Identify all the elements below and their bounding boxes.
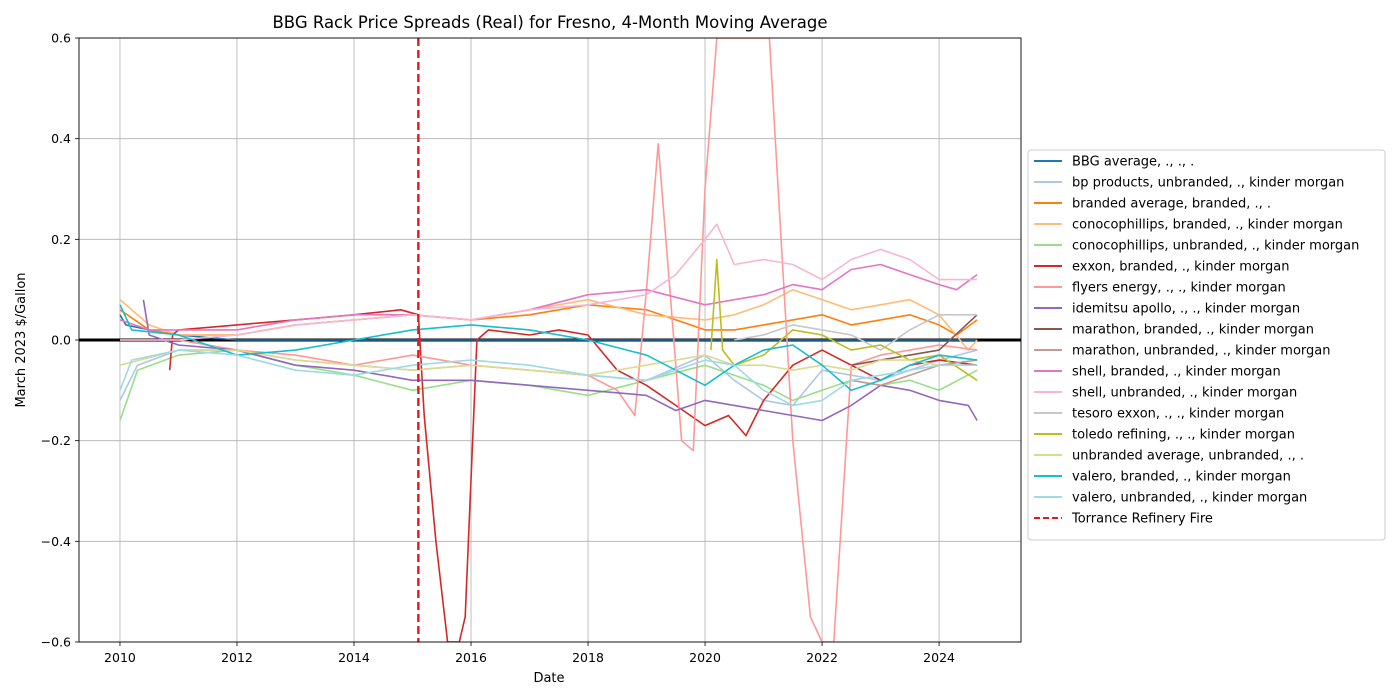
x-tick-label-1: 2012 [221,650,253,665]
x-tick-label-7: 2024 [923,650,955,665]
y-tick-label-5: 0.4 [51,131,71,146]
legend-label-10: shell, branded, ., kinder morgan [1072,365,1281,380]
legend-label-1: bp products, unbranded, ., kinder morgan [1072,176,1344,191]
x-tick-label-2: 2014 [338,650,370,665]
chart-title: BBG Rack Price Spreads (Real) for Fresno… [272,13,827,32]
series-line-7 [142,299,978,422]
series-line-6 [120,38,978,642]
x-tick-label-3: 2016 [455,650,487,665]
legend-label-8: marathon, branded, ., kinder morgan [1072,323,1314,338]
legend-label-9: marathon, unbranded, ., kinder morgan [1072,344,1330,359]
series-line-12 [734,313,978,351]
y-tick-label-6: 0.6 [51,31,71,46]
legend-label-17: Torrance Refinery Fire [1071,512,1213,527]
plot-area: 2010 2012 2014 2016 2018 2020 2022 2024 −0.6 −0.4… [41,31,1022,665]
y-tick-label-3: 0.0 [51,333,71,348]
legend-label-3: conocophillips, branded, ., kinder morga… [1072,218,1343,233]
series-line-11 [120,223,978,341]
series-line-15 [119,304,978,392]
series-line-8 [851,314,978,366]
legend-label-0: BBG average, ., ., . [1072,155,1194,170]
x-tick-label-5: 2020 [689,650,721,665]
legend-label-14: unbranded average, unbranded, ., . [1072,449,1304,464]
x-axis-title: Date [533,671,564,686]
legend-label-12: tesoro exxon, ., ., kinder morgan [1072,407,1284,422]
y-axis-title: March 2023 $/Gallon [14,272,29,407]
series-line-13 [710,258,978,381]
series-line-16 [119,349,978,407]
y-tick-label-4: 0.2 [51,232,71,247]
legend-label-13: toledo refining, ., ., kinder morgan [1072,428,1295,443]
x-tick-label-0: 2010 [104,650,136,665]
y-tick-label-0: −0.6 [41,635,71,650]
legend: BBG average, ., ., . bp products, unbrand… [1027,149,1386,541]
series-line-10 [119,263,978,331]
y-tick-label-1: −0.4 [41,534,71,549]
legend-label-16: valero, unbranded, ., kinder morgan [1072,491,1307,506]
y-tick-label-2: −0.2 [41,433,71,448]
series-group [79,38,1021,642]
x-tick-label-6: 2022 [806,650,838,665]
legend-box [1027,149,1386,541]
legend-label-5: exxon, branded, ., kinder morgan [1072,260,1289,275]
legend-label-2: branded average, branded, ., . [1072,197,1271,212]
legend-label-15: valero, branded, ., kinder morgan [1072,470,1291,485]
legend-label-11: shell, unbranded, ., kinder morgan [1072,386,1297,401]
series-line-14 [119,349,978,377]
x-tick-label-4: 2018 [572,650,604,665]
legend-label-4: conocophillips, unbranded, ., kinder mor… [1072,239,1359,254]
legend-label-6: flyers energy, ., ., kinder morgan [1072,281,1286,296]
legend-label-7: idemitsu apollo, ., ., kinder morgan [1072,302,1300,317]
